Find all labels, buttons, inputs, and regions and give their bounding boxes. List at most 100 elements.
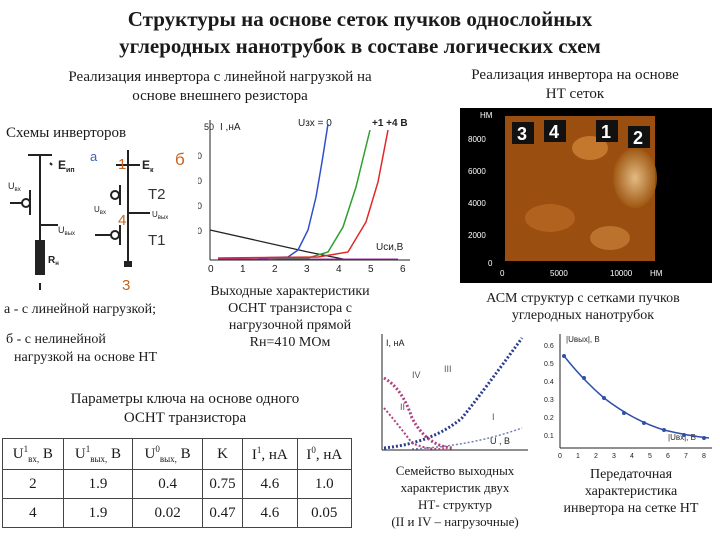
- title-line-2: углеродных нанотрубок в составе логическ…: [119, 34, 601, 58]
- iv-x-label: Uси,В: [376, 242, 404, 253]
- table-cell: 4.6: [242, 469, 298, 499]
- iv-y-tick: 10: [198, 226, 202, 236]
- circuit-num-4: 4: [118, 212, 126, 229]
- family-x-label: U , В: [490, 436, 510, 446]
- afm-x-unit: НМ: [650, 269, 663, 278]
- transfer-y-tick: 0.6: [544, 343, 554, 350]
- transfer-y-label: |Uвых|, В: [566, 335, 600, 344]
- title-line-1: Структуры на основе сеток пучков односло…: [127, 7, 593, 31]
- family-label-i: I: [492, 412, 495, 422]
- afm-ytick-6000: 6000: [468, 167, 486, 176]
- circuit-label-a: а: [90, 149, 98, 164]
- transfer-x-ticks: 0 1 2 3 4 5 6 7 8: [558, 453, 706, 460]
- header-i-1: I1, нА: [242, 438, 298, 470]
- iv-y-prefix: 50: [204, 122, 214, 132]
- table-cell: 1.9: [62, 469, 134, 499]
- afm-caption-line-2: углеродных нанотрубок: [511, 308, 655, 323]
- load-line: [209, 229, 349, 261]
- circuit-label-b: б: [175, 150, 185, 169]
- iv-gate-label: Uзх = 0: [298, 118, 332, 129]
- iv-caption: Выходные характеристики ОСНТ транзистора…: [190, 283, 390, 351]
- family-label-ii: II: [400, 402, 405, 412]
- caption-b-line-2: нагрузкой на основе НТ: [14, 350, 158, 365]
- right-heading: Реализация инвертора на основе НТ сеток: [440, 66, 710, 104]
- transfer-caption-line-2: характеристика: [584, 484, 678, 499]
- iv-y-label: I ,нА: [220, 122, 241, 133]
- right-heading-line-1: Реализация инвертора на основе: [471, 67, 679, 83]
- family-curve-iv: [383, 376, 453, 450]
- load-resistor: [35, 240, 45, 275]
- u-out-label: Uвых: [58, 225, 75, 237]
- e-k-label: Ек: [142, 158, 154, 174]
- u-in-label: Uвх: [8, 181, 21, 193]
- caption-a: а - с линейной нагрузкой;: [4, 302, 157, 317]
- iv-caption-line-2: ОСНТ транзистора с: [228, 301, 352, 316]
- table-cell: 1.9: [62, 498, 134, 528]
- caption-b: б - с нелинейной нагрузкой на основе НТ: [6, 331, 157, 367]
- afm-caption: АСМ структур с сетками пучков углеродных…: [448, 290, 718, 324]
- table-row: 4 1.9 0.02 0.47 4.6 0.05: [2, 498, 353, 528]
- iv-y-tick: 40: [198, 151, 202, 161]
- params-table: U1вх, В U1вых, В U0вых, В K I1, нА I0, н…: [2, 438, 353, 528]
- transfer-characteristic-chart: |Uвых|, В |Uвх|, В 0.6 0.5 0.4 0.3 0.2 0.1 0 1…: [544, 334, 712, 460]
- family-curve-iii: [383, 337, 524, 450]
- transistor-t2-label: Т2: [148, 186, 166, 203]
- table-cell: 1.0: [296, 469, 353, 499]
- afm-image-panel: 3 4 1 2 НМ 8000 6000 4000 2000 0 0 5000 …: [460, 108, 712, 283]
- afm-region-2: 2: [633, 128, 643, 148]
- transfer-y-tick: 0.1: [544, 433, 554, 440]
- transfer-x-label: |Uвх|, В: [668, 433, 696, 442]
- slide-title: Структуры на основе сеток пучков односло…: [0, 6, 720, 60]
- transfer-x-tick: 3: [612, 453, 616, 460]
- header-u-out-0: U0вых, В: [132, 438, 203, 470]
- transfer-x-tick: 4: [630, 453, 634, 460]
- table-cell: 4.6: [242, 498, 298, 528]
- family-characteristics-chart: I, нА U , В I II III IV: [381, 334, 528, 451]
- iv-x-ticks: 0 1 2 3 4 5 6: [208, 264, 406, 274]
- family-caption-line-1: Семейство выходных: [395, 463, 515, 478]
- header-u-in-1: U1вх, В: [2, 438, 64, 470]
- iv-y-tick: 20: [198, 201, 202, 211]
- iv-caption-line-3: нагрузочной прямой: [228, 318, 352, 333]
- transfer-y-tick: 0.5: [544, 361, 554, 368]
- transfer-curve: [563, 355, 710, 439]
- iv-curve-red: [217, 129, 389, 259]
- right-heading-line-2: НТ сеток: [545, 86, 605, 102]
- family-caption-line-4: (II и IV – нагрузочные): [391, 514, 519, 529]
- u-in-b-label: Uвх: [94, 205, 106, 216]
- iv-x-tick: 5: [368, 264, 374, 274]
- transfer-y-tick: 0.3: [544, 397, 554, 404]
- iv-caption-line-1: Выходные характеристики: [210, 284, 370, 299]
- transfer-y-ticks: 0.6 0.5 0.4 0.3 0.2 0.1: [544, 343, 554, 440]
- iv-characteristics-chart: 50 I ,нА Uзх = 0 +1 +4 В Uси,В 10203040 …: [198, 118, 410, 274]
- table-cell: 4: [2, 498, 64, 528]
- transfer-y-tick: 0.2: [544, 415, 554, 422]
- table-cell: 0.02: [132, 498, 203, 528]
- e-ip-label: Еип: [58, 158, 75, 174]
- circuit-num-1: 1: [118, 156, 126, 173]
- afm-caption-line-1: АСМ структур с сетками пучков: [486, 291, 680, 306]
- caption-b-line-1: б - с нелинейной: [6, 332, 106, 347]
- schemes-label: Схемы инверторов: [6, 125, 127, 141]
- inverter-circuit-diagram: Еип Ек Uвх Uвых Rн Uвх Uвых а 1 б Т2 4 Т…: [8, 149, 185, 294]
- iv-x-tick: 0: [208, 264, 214, 274]
- afm-ytick-2000: 2000: [468, 231, 486, 240]
- iv-x-tick: 4: [336, 264, 342, 274]
- table-cell: 0.75: [201, 469, 244, 499]
- iv-y-tick: 30: [198, 176, 202, 186]
- transfer-caption-line-3: инвертора на сетке НТ: [563, 501, 699, 516]
- transfer-x-tick: 0: [558, 453, 562, 460]
- family-label-iii: III: [444, 364, 452, 374]
- params-table-header: U1вх, В U1вых, В U0вых, В K I1, нА I0, н…: [2, 438, 353, 470]
- afm-region-4: 4: [549, 122, 559, 142]
- family-y-label: I, нА: [386, 338, 404, 348]
- header-k: K: [201, 438, 244, 470]
- transfer-caption: Передаточная характеристика инвертора на…: [546, 466, 716, 517]
- iv-x-tick: 2: [272, 264, 278, 274]
- afm-region-1: 1: [601, 122, 611, 142]
- family-caption-line-3: НТ- структур: [417, 497, 492, 512]
- u-out-b-label: Uвых: [152, 210, 168, 221]
- afm-ytick-8000: 8000: [468, 135, 486, 144]
- transfer-y-tick: 0.4: [544, 379, 554, 386]
- afm-ytick-4000: 4000: [468, 199, 486, 208]
